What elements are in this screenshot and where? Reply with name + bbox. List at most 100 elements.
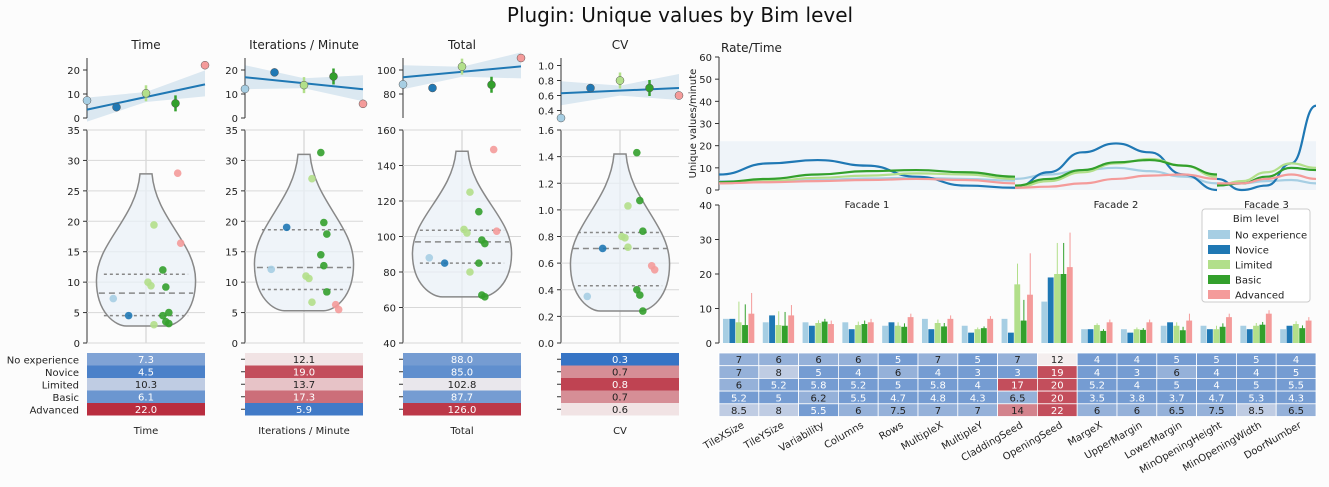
rate-ylabel: Unique values/minute	[688, 69, 699, 179]
table-value-14-3: 4.3	[1288, 393, 1304, 404]
violin-point-1-6	[317, 149, 325, 157]
reg-title-3: CV	[612, 38, 629, 52]
table-value-0-4: 8.5	[731, 406, 747, 417]
violin-ytick-label-0-2: 10	[67, 278, 80, 289]
reg-point-0-1	[113, 103, 121, 111]
table-value-14-4: 6.5	[1288, 406, 1304, 417]
bar-2-3	[822, 322, 828, 343]
table-value-11-3: 3.7	[1169, 393, 1185, 404]
reg-point-1-3	[330, 72, 338, 80]
summary-value-2-1: 85.0	[451, 368, 473, 379]
violin-ytick-label-2-2: 80	[383, 268, 396, 279]
bar-9-0	[1081, 329, 1087, 343]
reg-point-0-0	[83, 96, 91, 104]
bar-ytick-label-0: 0	[706, 339, 712, 350]
bar-0-0	[723, 319, 729, 343]
violin-shape-0	[96, 174, 195, 326]
table-value-10-4: 6	[1134, 406, 1140, 417]
summary-value-3-1: 0.7	[612, 368, 628, 379]
legend-label-1: Novice	[1235, 246, 1269, 257]
reg-title-1: Iterations / Minute	[249, 38, 359, 52]
table-value-10-0: 4	[1134, 355, 1140, 366]
table-value-3-4: 6	[855, 406, 861, 417]
summary-value-2-0: 88.0	[451, 355, 473, 366]
table-value-7-1: 3	[1014, 368, 1020, 379]
table-value-6-2: 4	[975, 381, 981, 392]
rate-ytick-label-1: 10	[699, 164, 712, 175]
violin-ytick-label-2-4: 120	[377, 197, 396, 208]
reg-point-3-4	[675, 92, 683, 100]
table-value-11-4: 6.5	[1169, 406, 1185, 417]
violin-ytick-label-2-5: 140	[377, 162, 396, 173]
violin-ytick-label-0-1: 5	[74, 309, 80, 320]
reg-point-1-0	[241, 85, 249, 93]
bar-13-3	[1259, 325, 1265, 343]
table-value-5-1: 4	[935, 368, 941, 379]
violin-point-0-11	[165, 320, 173, 328]
table-value-4-4: 7.5	[890, 406, 906, 417]
violin-point-2-2	[466, 188, 474, 196]
reg-ytick-label-0-2: 20	[67, 66, 80, 77]
violin-ytick-label-1-3: 15	[225, 248, 238, 259]
bar-10-3	[1140, 330, 1146, 343]
bar-7-0	[1002, 319, 1008, 343]
violin-point-1-13	[335, 306, 343, 314]
summary-value-1-1: 19.0	[293, 368, 315, 379]
violin-ytick-label-1-6: 30	[225, 156, 238, 167]
table-value-0-0: 7	[736, 355, 742, 366]
summary-value-2-2: 102.8	[448, 380, 477, 391]
violin-point-2-1	[441, 259, 449, 267]
bar-10-1	[1127, 333, 1133, 343]
violin-point-2-6	[475, 208, 483, 216]
bar-3-2	[855, 325, 861, 343]
bar-14-2	[1293, 324, 1299, 343]
violin-ytick-label-3-7: 1.4	[538, 153, 554, 164]
table-value-6-4: 7	[975, 406, 981, 417]
violin-point-2-9	[475, 259, 483, 267]
violin-ytick-label-2-6: 160	[377, 126, 396, 137]
summary-value-0-0: 7.3	[138, 355, 154, 366]
reg-point-2-2	[458, 63, 466, 71]
reg-title-2: Total	[447, 38, 476, 52]
summary-value-3-0: 0.3	[612, 355, 628, 366]
bar-12-4	[1226, 317, 1232, 343]
bar-3-4	[868, 322, 874, 343]
violin-point-3-8	[639, 227, 647, 235]
summary-value-3-3: 0.7	[612, 393, 628, 404]
reg-ytick-label-1-1: 10	[225, 90, 238, 101]
summary-value-0-2: 10.3	[135, 380, 157, 391]
table-value-14-0: 4	[1293, 355, 1299, 366]
summary-value-2-4: 126.0	[448, 405, 477, 416]
table-value-1-0: 6	[776, 355, 782, 366]
violin-point-0-6	[159, 266, 167, 274]
bar-13-2	[1253, 326, 1259, 343]
violin-ytick-label-3-2: 0.4	[538, 286, 554, 297]
table-value-6-1: 3	[975, 368, 981, 379]
table-value-2-0: 6	[815, 355, 821, 366]
reg-ytick-label-0-0: 0	[74, 114, 80, 125]
table-value-1-1: 8	[776, 368, 782, 379]
violin-ytick-label-2-0: 40	[383, 339, 396, 350]
bar-4-0	[882, 326, 888, 343]
violin-ytick-label-3-8: 1.6	[538, 126, 554, 137]
table-xlabel-5: MultipleX	[900, 420, 946, 453]
table-value-5-2: 5.8	[930, 381, 946, 392]
violin-panels: 0510152025303505101520253035406080100120…	[67, 126, 679, 350]
violin-point-0-4	[147, 282, 155, 290]
summary-xlabel-2: Total	[449, 426, 473, 437]
reg-point-3-3	[646, 84, 654, 92]
table-value-9-3: 3.5	[1089, 393, 1105, 404]
bar-14-3	[1299, 328, 1305, 343]
bar-6-1	[968, 333, 974, 343]
table-value-14-2: 5.5	[1288, 381, 1304, 392]
bar-1-1	[769, 315, 775, 343]
summary-heatmap-panels: No experienceNoviceLimitedBasicAdvanced7…	[7, 353, 679, 437]
reg-point-0-3	[172, 99, 180, 107]
violin-ytick-label-0-0: 0	[74, 339, 80, 350]
violin-ytick-label-0-7: 35	[67, 126, 80, 137]
bar-11-0	[1161, 326, 1167, 343]
violin-shape-2	[412, 151, 511, 297]
bar-2-4	[828, 324, 834, 343]
reg-point-1-4	[359, 100, 367, 108]
table-value-5-3: 4.8	[930, 393, 946, 404]
